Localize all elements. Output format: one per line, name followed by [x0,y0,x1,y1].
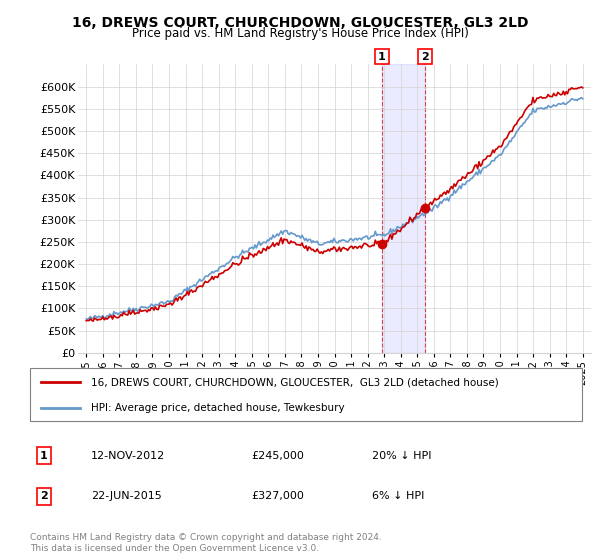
Text: 16, DREWS COURT, CHURCHDOWN, GLOUCESTER, GL3 2LD: 16, DREWS COURT, CHURCHDOWN, GLOUCESTER,… [72,16,528,30]
Text: 2: 2 [40,491,47,501]
Text: 20% ↓ HPI: 20% ↓ HPI [372,450,432,460]
Text: Price paid vs. HM Land Registry's House Price Index (HPI): Price paid vs. HM Land Registry's House … [131,27,469,40]
Text: 6% ↓ HPI: 6% ↓ HPI [372,491,425,501]
Text: 1: 1 [378,52,386,62]
Bar [382,64,425,353]
Text: 12-NOV-2012: 12-NOV-2012 [91,450,165,460]
Text: £245,000: £245,000 [251,450,304,460]
Text: HPI: Average price, detached house, Tewkesbury: HPI: Average price, detached house, Tewk… [91,403,344,413]
Text: 16, DREWS COURT, CHURCHDOWN, GLOUCESTER,  GL3 2LD (detached house): 16, DREWS COURT, CHURCHDOWN, GLOUCESTER,… [91,377,499,388]
Text: 22-JUN-2015: 22-JUN-2015 [91,491,161,501]
FancyBboxPatch shape [30,368,582,421]
Text: 1: 1 [40,450,47,460]
Text: £327,000: £327,000 [251,491,304,501]
Text: 2: 2 [421,52,429,62]
Text: Contains HM Land Registry data © Crown copyright and database right 2024.
This d: Contains HM Land Registry data © Crown c… [30,533,382,553]
